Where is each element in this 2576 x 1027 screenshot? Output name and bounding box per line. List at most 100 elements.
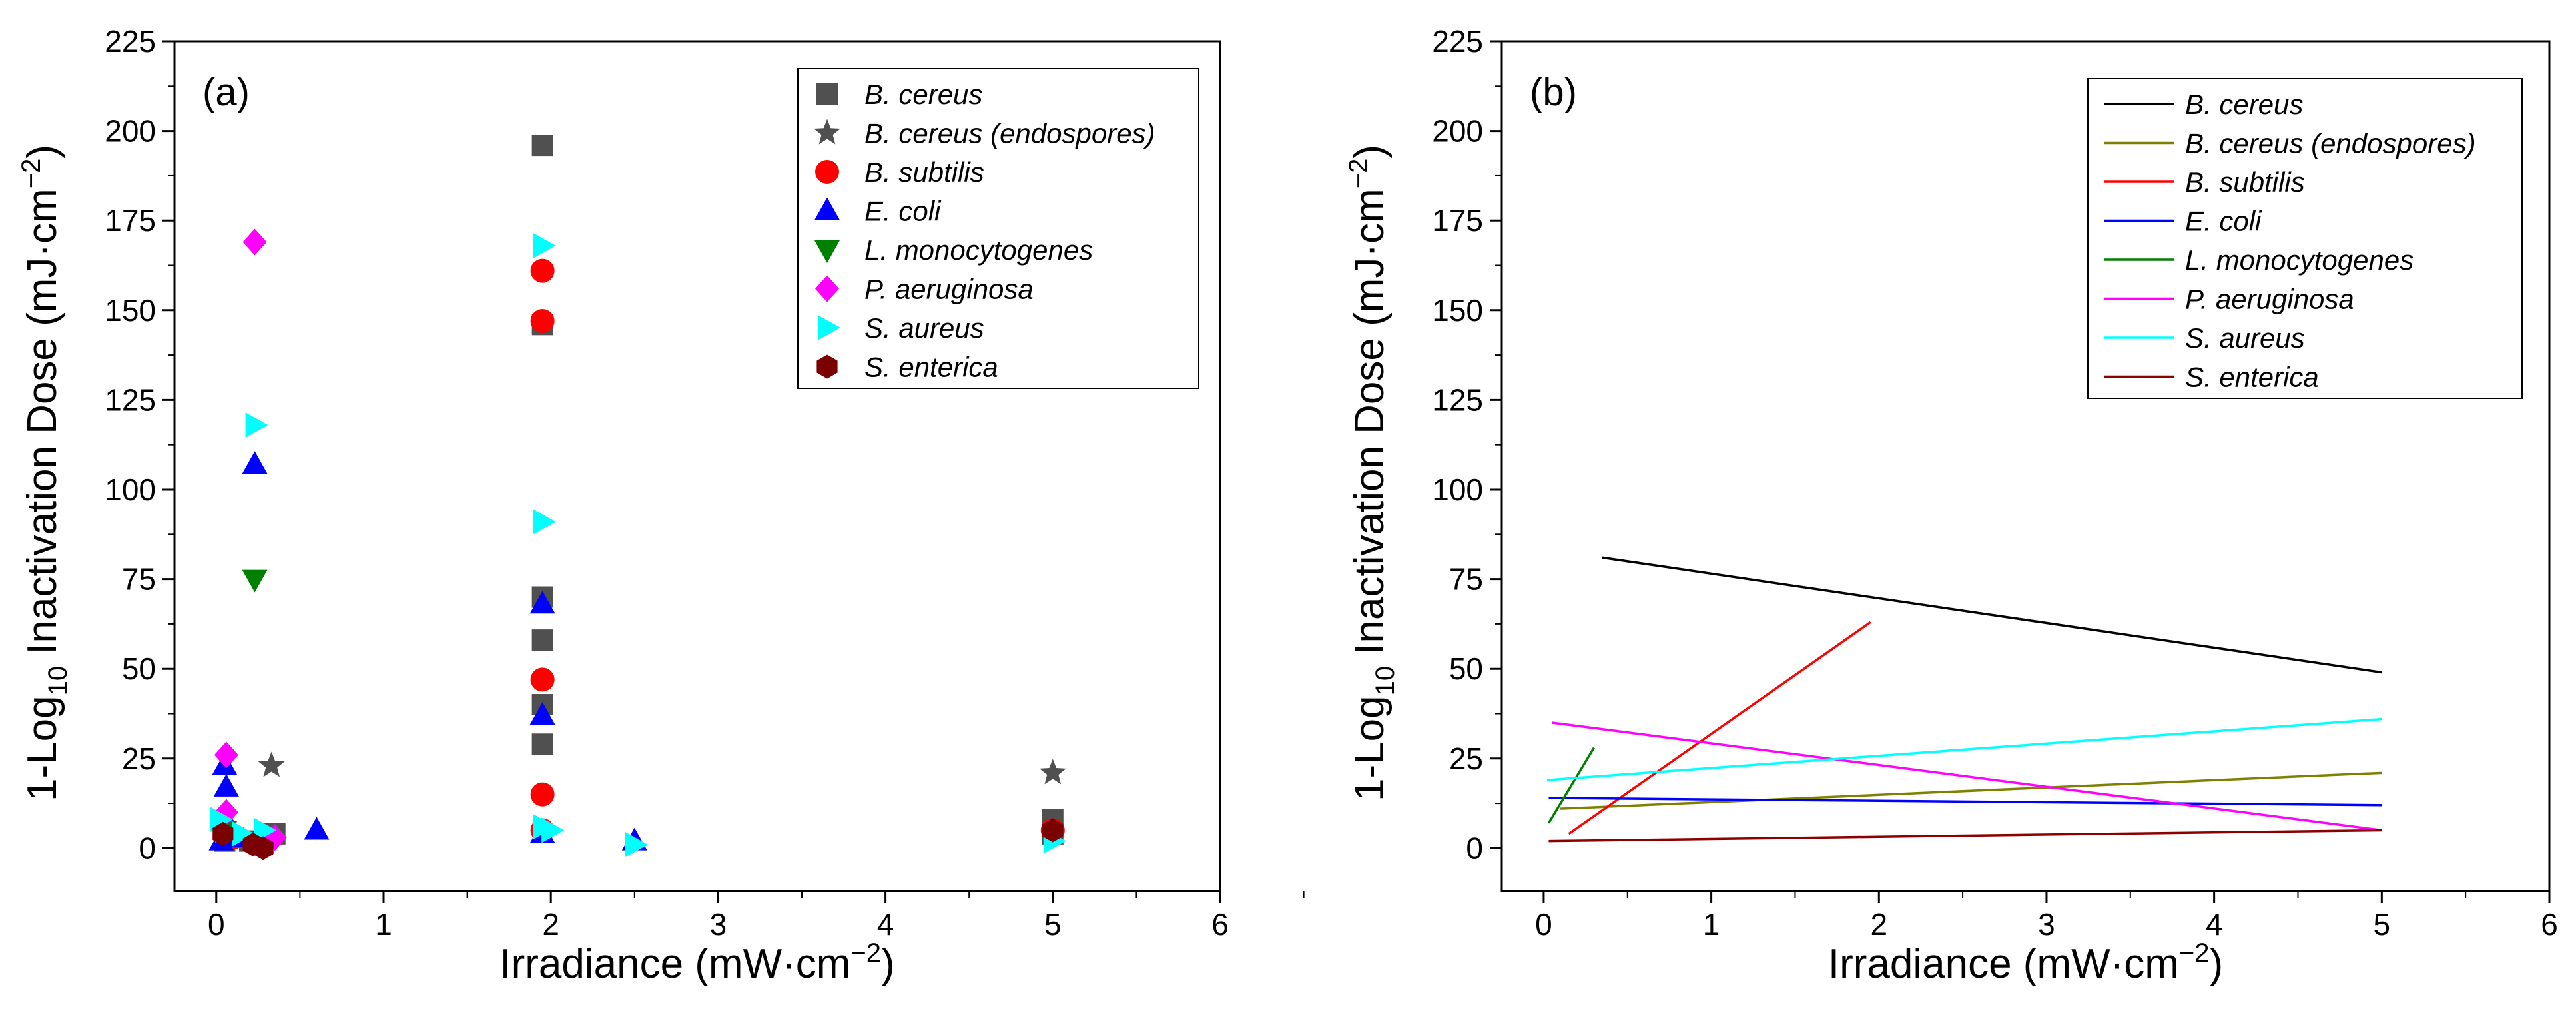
chart-panel-a: 0 1 2 3 4 5 6 0 25 50 75 100 125 150 175 200 225 (a) Irrad… <box>17 24 1305 987</box>
legend-marker <box>815 275 839 302</box>
x-tick-label: 2 <box>542 907 559 942</box>
y-tick-label: 100 <box>1432 472 1483 507</box>
y-tick-label: 75 <box>122 562 156 597</box>
x-tick-label: 3 <box>2038 907 2055 942</box>
x-axis-label-main: Irradiance (mW·cm <box>499 941 850 987</box>
point-b-cereus <box>531 733 553 755</box>
y-tick-label: 0 <box>1466 831 1483 865</box>
legend-label: L. monocytogenes <box>2185 244 2414 276</box>
x-axis-label-sup: −2 <box>850 938 881 968</box>
y-tick-label: 175 <box>1432 203 1483 238</box>
legend-label: S. enterica <box>2185 362 2319 393</box>
point-s-enterica <box>252 836 274 860</box>
point-l-monocytogenes <box>242 569 268 593</box>
legend-marker <box>814 119 840 145</box>
series-line-l-monocytogenes <box>1547 747 1595 824</box>
x-axis-label: Irradiance (mW·cm−2) <box>499 938 894 987</box>
legend-marker <box>815 160 839 184</box>
x-tick-label: 4 <box>2206 907 2223 942</box>
y-tick-label: 225 <box>1432 24 1483 59</box>
legend-label: L. monocytogenes <box>864 234 1093 266</box>
y-axis-label-mid: Inactivation Dose (mJ·cm <box>19 188 65 666</box>
point-b-cereus <box>531 135 553 157</box>
point-e-coli <box>529 591 555 614</box>
x-axis-label-main: Irradiance (mW·cm <box>1828 941 2179 987</box>
y-tick-label: 125 <box>105 382 156 417</box>
legend-label: E. coli <box>864 196 942 227</box>
point-p-aeruginosa <box>214 741 238 769</box>
point-p-aeruginosa <box>242 228 267 256</box>
legend-label: P. aeruginosa <box>2185 284 2354 315</box>
y-axis-label-sub: 10 <box>1371 666 1400 696</box>
point-b-subtilis <box>530 782 555 807</box>
legend-label: P. aeruginosa <box>864 274 1034 305</box>
point-s-aureus <box>245 412 268 438</box>
legend-marker <box>816 354 838 379</box>
point-e-coli <box>242 451 268 474</box>
point-s-aureus <box>533 509 556 535</box>
point-b-subtilis <box>530 308 555 333</box>
x-tick-label: 4 <box>877 907 894 942</box>
legend-label: B. cereus (endospores) <box>864 118 1155 149</box>
y-axis-label-close: ) <box>19 145 65 159</box>
series-line-b-cereus <box>1602 556 2382 674</box>
x-axis-label-close: ) <box>881 941 895 987</box>
y-tick-label: 100 <box>105 472 156 507</box>
y-axis-label: 1-Log10 Inactivation Dose (mJ·cm−2) <box>1344 145 1400 801</box>
y-tick-label: 50 <box>1449 651 1483 686</box>
legend-marker <box>814 197 840 220</box>
x-tick-label: 1 <box>375 907 392 942</box>
legend-marker <box>816 83 838 105</box>
legend-label: B. cereus <box>864 79 982 110</box>
x-tick-label: 5 <box>2374 907 2391 942</box>
point-e-coli <box>304 817 330 840</box>
x-tick-label: 3 <box>710 907 727 942</box>
y-axis-label-pre: 1-Log <box>19 695 65 801</box>
legend-label: S. aureus <box>2185 322 2305 354</box>
point-b-subtilis <box>530 667 555 692</box>
y-tick-label: 125 <box>1432 382 1483 417</box>
chart-panel-b: 0 1 2 3 4 5 6 0 25 50 75 100 125 150 175 200 225 (b) Irrad… <box>1344 24 2558 987</box>
panel-label: (b) <box>1530 71 1577 114</box>
legend-label: B. cereus (endospores) <box>2185 128 2476 159</box>
data-layer <box>208 135 1066 860</box>
y-tick-label: 200 <box>1432 114 1483 149</box>
panel-label: (a) <box>202 71 250 114</box>
y-tick-label: 225 <box>105 24 156 59</box>
x-tick-label: 2 <box>1870 907 1887 942</box>
y-axis-label-close: ) <box>1347 145 1393 159</box>
point-b-subtilis <box>530 258 555 283</box>
legend-box <box>2087 78 2523 399</box>
y-tick-label: 175 <box>105 203 156 238</box>
series-line-s-enterica <box>1548 829 2382 843</box>
y-tick-label: 25 <box>1449 741 1483 776</box>
legend-marker <box>814 240 840 263</box>
legend-marker <box>818 315 840 340</box>
point-s-aureus <box>232 821 255 847</box>
y-axis-label-sup: −2 <box>1344 159 1373 189</box>
x-axis-label: Irradiance (mW·cm−2) <box>1828 938 2223 987</box>
series-line-p-aeruginosa <box>1552 721 2382 832</box>
y-tick-label: 150 <box>105 293 156 328</box>
point-e-coli <box>529 702 555 725</box>
legend: B. cereus B. cereus (endospores) B. subtil… <box>2087 78 2523 399</box>
y-axis-label: 1-Log10 Inactivation Dose (mJ·cm−2) <box>17 145 73 801</box>
plot-frame <box>173 40 1221 892</box>
point-s-enterica <box>212 821 234 846</box>
legend-label: E. coli <box>2185 206 2262 237</box>
legend-label: S. aureus <box>864 312 984 344</box>
point-b-cereus <box>531 629 553 651</box>
legend-label: B. subtilis <box>2185 167 2305 198</box>
legend-label: S. enterica <box>864 352 998 383</box>
y-tick-label: 150 <box>1432 293 1483 328</box>
x-tick-label: 0 <box>208 907 225 942</box>
point-s-aureus <box>625 832 648 858</box>
y-axis-label-sup: −2 <box>17 159 46 189</box>
legend: B. cereus B. cereus (endospores) B. subtil… <box>797 68 1199 389</box>
point-b-cereus-endospores- <box>1039 759 1066 785</box>
y-axis-label-mid: Inactivation Dose (mJ·cm <box>1347 188 1393 666</box>
series-line-e-coli <box>1548 797 2382 807</box>
y-axis-label-sub: 10 <box>43 666 73 696</box>
y-tick-label: 200 <box>105 114 156 149</box>
